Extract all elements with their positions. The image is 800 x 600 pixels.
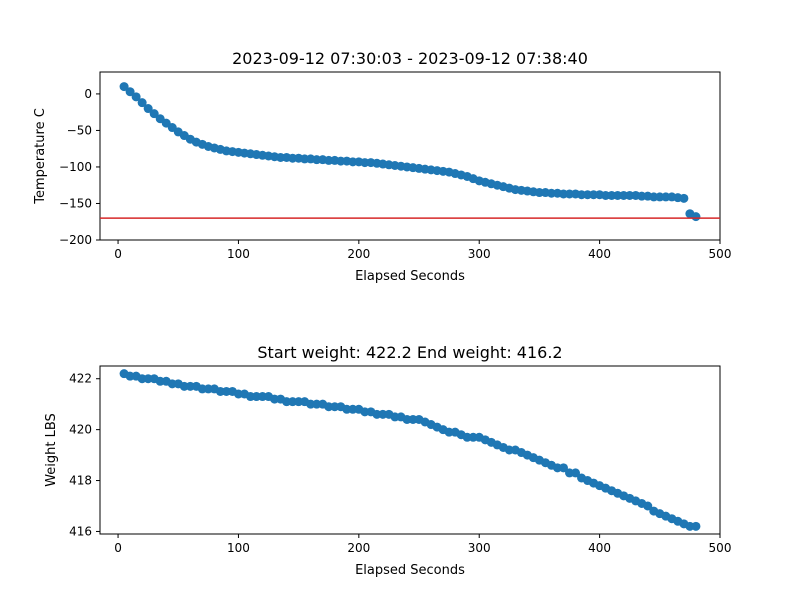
y-tick-label: 416: [69, 524, 92, 538]
plot-frame: [99, 71, 721, 241]
y-tick-label: 420: [69, 423, 92, 437]
x-tick-label: 200: [347, 247, 370, 261]
x-tick-label: 200: [347, 541, 370, 555]
x-tick-label: 500: [709, 541, 732, 555]
x-tick-label: 100: [227, 541, 250, 555]
y-axis-ticks: 416 418 420 422: [69, 372, 100, 538]
data-point: [679, 193, 689, 203]
x-tick-label: 400: [588, 247, 611, 261]
data-point: [691, 521, 701, 531]
x-tick-label: 0: [114, 541, 122, 555]
x-axis-ticks: 0 100 200 300 400 500: [114, 240, 731, 261]
y-axis-label: Weight LBS: [44, 413, 59, 487]
data-point: [119, 82, 129, 92]
y-tick-label: −50: [67, 123, 92, 137]
data-point: [131, 92, 141, 102]
data-point: [691, 212, 701, 222]
y-tick-label: −200: [59, 233, 92, 247]
chart-title: Start weight: 422.2 End weight: 416.2: [257, 343, 562, 362]
data-point: [125, 87, 135, 97]
y-tick-label: −100: [59, 160, 92, 174]
x-axis-label: Elapsed Seconds: [355, 269, 465, 284]
data-point: [558, 463, 568, 473]
temperature-chart: 2023-09-12 07:30:03 - 2023-09-12 07:38:4…: [33, 49, 731, 284]
x-tick-label: 0: [114, 247, 122, 261]
x-tick-label: 100: [227, 247, 250, 261]
data-point: [643, 501, 653, 511]
x-tick-label: 300: [468, 247, 491, 261]
data-point: [137, 98, 147, 108]
y-tick-label: 418: [69, 474, 92, 488]
y-axis-label: Temperature C: [33, 108, 48, 205]
x-tick-label: 300: [468, 541, 491, 555]
weight-series: [119, 369, 701, 531]
x-axis-label: Elapsed Seconds: [355, 563, 465, 578]
x-tick-label: 500: [709, 247, 732, 261]
y-tick-label: 0: [84, 87, 92, 101]
y-axis-ticks: −200 −150 −100 −50 0: [59, 87, 100, 247]
chart-title: 2023-09-12 07:30:03 - 2023-09-12 07:38:4…: [232, 49, 588, 68]
x-axis-ticks: 0 100 200 300 400 500: [114, 534, 731, 555]
data-point: [143, 104, 153, 114]
weight-chart: Start weight: 422.2 End weight: 416.2 0 1…: [44, 343, 731, 578]
y-tick-label: −150: [59, 196, 92, 210]
data-point: [571, 468, 581, 478]
temperature-series: [119, 82, 701, 222]
x-tick-label: 400: [588, 541, 611, 555]
y-tick-label: 422: [69, 372, 92, 386]
plot-frame: [99, 365, 721, 535]
data-point: [149, 109, 159, 119]
